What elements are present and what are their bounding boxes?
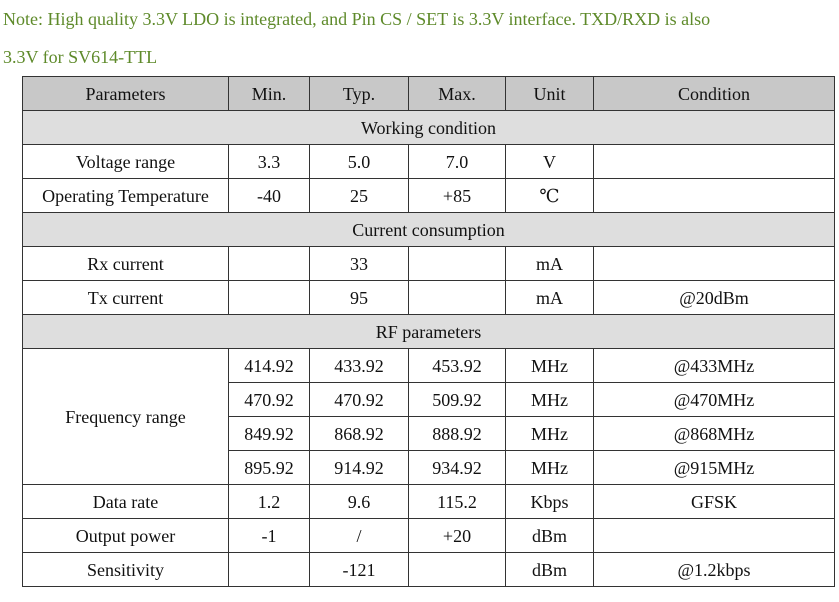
table-row: Voltage range 3.3 5.0 7.0 V <box>22 144 835 179</box>
cell-unit: MHz <box>505 348 594 383</box>
cell-max <box>408 280 506 315</box>
cell-condition: @1.2kbps <box>593 552 835 587</box>
cell-unit: MHz <box>505 416 594 451</box>
cell-typ: 868.92 <box>309 416 409 451</box>
cell-max: +85 <box>408 178 506 213</box>
cell-unit: mA <box>505 246 594 281</box>
table-row: Frequency range 414.92 433.92 453.92 MHz… <box>22 348 835 485</box>
cell-min: 895.92 <box>228 450 310 485</box>
cell-condition: @470MHz <box>593 382 835 417</box>
parameters-table: Parameters Min. Typ. Max. Unit Condition… <box>22 76 835 587</box>
cell-typ: / <box>309 518 409 553</box>
cell-unit: dBm <box>505 552 594 587</box>
header-min: Min. <box>228 76 310 111</box>
cell-condition <box>593 518 835 553</box>
param-sensitivity: Sensitivity <box>22 552 229 587</box>
cell-condition: @915MHz <box>593 450 835 485</box>
cell-min: 849.92 <box>228 416 310 451</box>
cell-typ: 5.0 <box>309 144 409 179</box>
cell-unit: V <box>505 144 594 179</box>
section-rf-parameters: RF parameters <box>22 314 835 349</box>
cell-min: 414.92 <box>228 348 310 383</box>
section-row: Working condition <box>22 110 835 145</box>
cell-typ: 9.6 <box>309 484 409 519</box>
cell-max: 7.0 <box>408 144 506 179</box>
cell-unit: MHz <box>505 450 594 485</box>
cell-max: 888.92 <box>408 416 506 451</box>
cell-min: 470.92 <box>228 382 310 417</box>
param-data-rate: Data rate <box>22 484 229 519</box>
cell-min <box>228 280 310 315</box>
cell-typ: 914.92 <box>309 450 409 485</box>
param-operating-temperature: Operating Temperature <box>22 178 229 213</box>
param-output-power: Output power <box>22 518 229 553</box>
cell-condition <box>593 144 835 179</box>
note-line-2: 3.3V for SV614-TTL <box>3 47 158 67</box>
cell-condition: GFSK <box>593 484 835 519</box>
table-row: Sensitivity -121 dBm @1.2kbps <box>22 552 835 587</box>
section-current-consumption: Current consumption <box>22 212 835 247</box>
header-condition: Condition <box>593 76 835 111</box>
table-header-row: Parameters Min. Typ. Max. Unit Condition <box>22 76 835 111</box>
cell-max <box>408 552 506 587</box>
section-working-condition: Working condition <box>22 110 835 145</box>
cell-unit: dBm <box>505 518 594 553</box>
cell-condition <box>593 246 835 281</box>
cell-typ: -121 <box>309 552 409 587</box>
param-voltage-range: Voltage range <box>22 144 229 179</box>
table-row: Data rate 1.2 9.6 115.2 Kbps GFSK <box>22 484 835 519</box>
table-row: 849.92 868.92 888.92 MHz @868MHz <box>23 416 835 451</box>
section-row: Current consumption <box>22 212 835 247</box>
cell-condition: @433MHz <box>593 348 835 383</box>
cell-condition: @20dBm <box>593 280 835 315</box>
cell-max: +20 <box>408 518 506 553</box>
header-parameters: Parameters <box>22 76 229 111</box>
cell-min: 3.3 <box>228 144 310 179</box>
cell-condition: @868MHz <box>593 416 835 451</box>
param-rx-current: Rx current <box>22 246 229 281</box>
cell-typ: 470.92 <box>309 382 409 417</box>
cell-typ: 25 <box>309 178 409 213</box>
cell-typ: 33 <box>309 246 409 281</box>
cell-max: 453.92 <box>408 348 506 383</box>
note-line-1: Note: High quality 3.3V LDO is integrate… <box>3 9 711 29</box>
cell-min <box>228 246 310 281</box>
header-unit: Unit <box>505 76 594 111</box>
header-typ: Typ. <box>309 76 409 111</box>
table-row: Tx current 95 mA @20dBm <box>22 280 835 315</box>
cell-unit: mA <box>505 280 594 315</box>
cell-min: -40 <box>228 178 310 213</box>
cell-typ: 433.92 <box>309 348 409 383</box>
cell-max: 934.92 <box>408 450 506 485</box>
table-row: 470.92 470.92 509.92 MHz @470MHz <box>23 382 835 417</box>
cell-min: -1 <box>228 518 310 553</box>
cell-condition <box>593 178 835 213</box>
note-text: Note: High quality 3.3V LDO is integrate… <box>3 0 835 76</box>
table-row: 895.92 914.92 934.92 MHz @915MHz <box>23 450 835 485</box>
table-row: Operating Temperature -40 25 +85 ℃ <box>22 178 835 213</box>
cell-max: 115.2 <box>408 484 506 519</box>
section-row: RF parameters <box>22 314 835 349</box>
cell-min: 1.2 <box>228 484 310 519</box>
param-tx-current: Tx current <box>22 280 229 315</box>
cell-min <box>228 552 310 587</box>
table-row: Rx current 33 mA <box>22 246 835 281</box>
cell-unit: ℃ <box>505 178 594 213</box>
cell-max <box>408 246 506 281</box>
cell-unit: MHz <box>505 382 594 417</box>
header-max: Max. <box>408 76 506 111</box>
param-frequency-range: Frequency range <box>22 348 229 485</box>
cell-typ: 95 <box>309 280 409 315</box>
cell-max: 509.92 <box>408 382 506 417</box>
cell-unit: Kbps <box>505 484 594 519</box>
table-row: Output power -1 / +20 dBm <box>22 518 835 553</box>
